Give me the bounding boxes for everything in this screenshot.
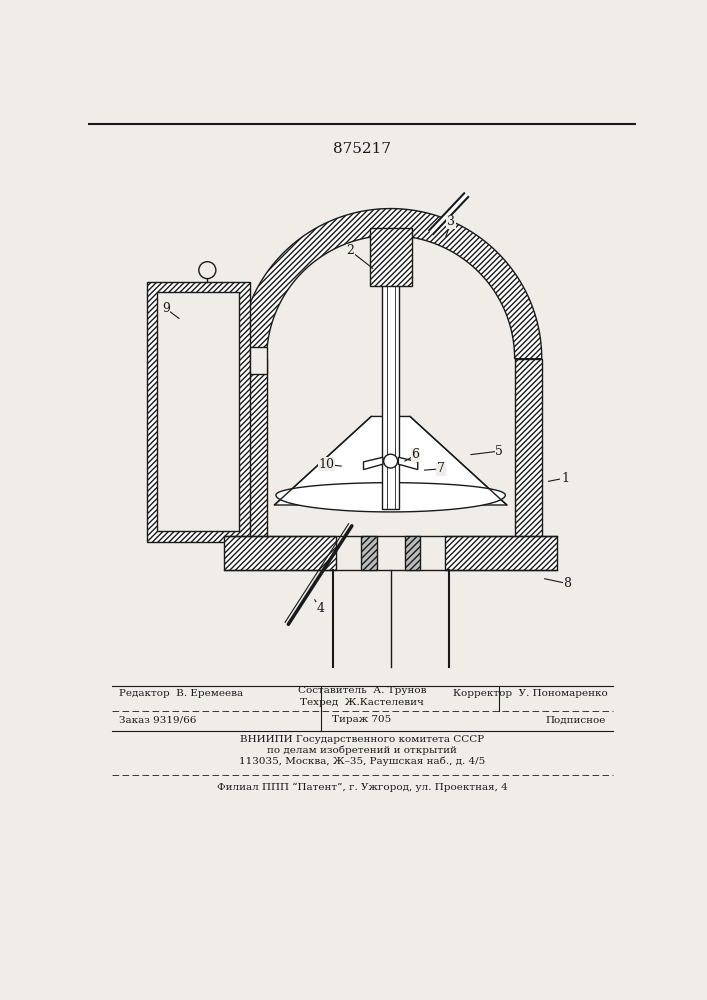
Text: 1: 1 bbox=[561, 472, 569, 485]
Bar bbox=[370, 228, 411, 286]
Polygon shape bbox=[240, 209, 542, 359]
Polygon shape bbox=[276, 483, 506, 512]
Text: 3: 3 bbox=[447, 215, 455, 228]
Polygon shape bbox=[445, 536, 557, 570]
Text: Корректор  У. Пономаренко: Корректор У. Пономаренко bbox=[453, 689, 607, 698]
Text: ВНИИПИ Государственного комитета СССР: ВНИИПИ Государственного комитета СССР bbox=[240, 735, 484, 744]
Text: 5: 5 bbox=[495, 445, 503, 458]
Polygon shape bbox=[429, 193, 468, 234]
Text: Редактор  В. Еремеева: Редактор В. Еремеева bbox=[119, 689, 243, 698]
Text: 8: 8 bbox=[563, 577, 571, 590]
Bar bbox=[382, 234, 399, 509]
Polygon shape bbox=[240, 359, 267, 540]
Circle shape bbox=[384, 454, 397, 468]
Text: Подписное: Подписное bbox=[546, 715, 606, 724]
Text: 9: 9 bbox=[162, 302, 170, 315]
Text: по делам изобретений и открытий: по делам изобретений и открытий bbox=[267, 746, 457, 755]
Text: Техред  Ж.Кастелевич: Техред Ж.Кастелевич bbox=[300, 698, 424, 707]
Text: 875217: 875217 bbox=[333, 142, 391, 156]
Polygon shape bbox=[404, 536, 420, 570]
Text: 113035, Москва, Ж–35, Раушская наб., д. 4/5: 113035, Москва, Ж–35, Раушская наб., д. … bbox=[239, 757, 485, 766]
Polygon shape bbox=[515, 359, 542, 540]
Text: Составитель  А. Трунов: Составитель А. Трунов bbox=[298, 686, 426, 695]
Text: 6: 6 bbox=[411, 448, 419, 461]
Polygon shape bbox=[361, 536, 377, 570]
Bar bbox=[158, 292, 239, 531]
Text: 7: 7 bbox=[437, 462, 445, 475]
Text: 2: 2 bbox=[346, 244, 354, 257]
Polygon shape bbox=[224, 536, 337, 570]
Text: Филиал ППП “Патент”, г. Ужгород, ул. Проектная, 4: Филиал ППП “Патент”, г. Ужгород, ул. Про… bbox=[216, 783, 508, 792]
Polygon shape bbox=[363, 457, 383, 470]
Polygon shape bbox=[274, 416, 507, 505]
Bar bbox=[146, 282, 250, 542]
Polygon shape bbox=[398, 457, 418, 470]
Bar bbox=[250, 347, 267, 374]
Text: Заказ 9319/66: Заказ 9319/66 bbox=[119, 715, 197, 724]
Text: Тираж 705: Тираж 705 bbox=[332, 715, 392, 724]
Text: 4: 4 bbox=[317, 602, 325, 615]
Text: 10: 10 bbox=[318, 458, 334, 471]
